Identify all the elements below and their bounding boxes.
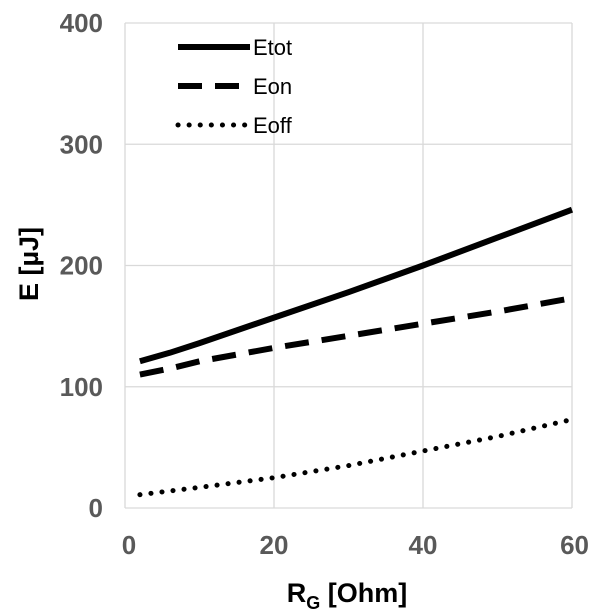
series-line-eon [139, 295, 573, 378]
series-lines [137, 206, 575, 498]
series-line-eoff [137, 417, 575, 498]
y-tick-label-100: 100 [60, 372, 103, 402]
series-line-etot [139, 206, 574, 365]
tick-labels: 0 100 200 300 400 0 20 40 60 [60, 8, 589, 560]
x-tick-label-60: 60 [560, 530, 589, 560]
x-tick-label-40: 40 [409, 530, 438, 560]
x-axis-title-main: R [287, 578, 307, 608]
x-axis-title-unit: [Ohm] [320, 578, 407, 608]
x-axis-title-subscript: G [306, 593, 320, 612]
legend-label-eon: Eon [253, 74, 292, 99]
y-tick-label-300: 300 [60, 129, 103, 159]
grid-lines [124, 22, 573, 509]
legend: Etot Eon Eoff [175, 35, 293, 138]
legend-label-eoff: Eoff [253, 113, 293, 138]
legend-label-etot: Etot [253, 35, 292, 60]
y-tick-label-0: 0 [89, 493, 103, 523]
x-tick-label-20: 20 [260, 530, 289, 560]
x-tick-label-0: 0 [122, 530, 136, 560]
x-axis-title: RG [Ohm] [287, 578, 408, 612]
y-axis-title: E [µJ] [14, 227, 44, 301]
y-tick-label-400: 400 [60, 8, 103, 38]
y-tick-label-200: 200 [60, 251, 103, 281]
